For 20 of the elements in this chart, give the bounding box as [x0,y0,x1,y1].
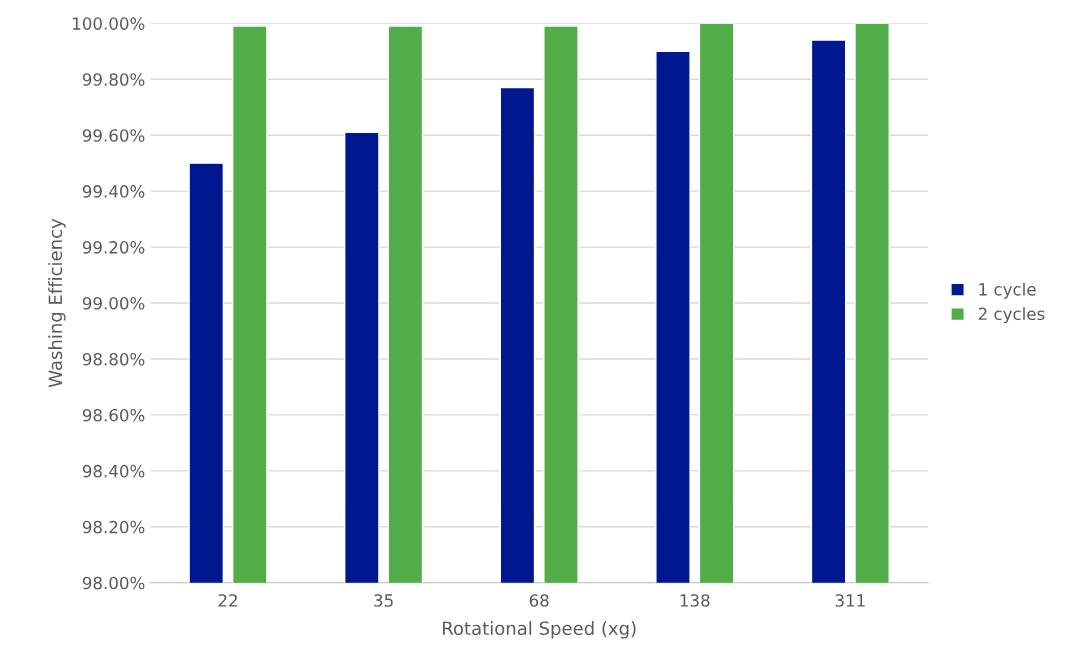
x-tick-label: 68 [529,594,549,607]
x-tick-label: 22 [218,594,237,607]
y-tick-label: 100.00% [73,17,145,30]
y-tick-label: 98.00% [82,576,145,590]
y-tick-label: 98.80% [82,352,145,366]
y-tick-label: 99.40% [82,185,145,198]
y-axis-title: Washing Efficiency [48,218,66,388]
y-tick-label: 98.60% [82,408,145,422]
x-tick-label: 35 [374,594,393,607]
x-axis-title: Rotational Speed (xg) [443,621,636,639]
y-tick-label: 99.00% [82,296,145,310]
x-tick-label: 138 [680,594,710,607]
y-tick-label: 98.20% [82,520,145,534]
y-tick-label: 98.40% [82,464,145,478]
legend-label: 1 cycle [979,282,1036,299]
y-tick-label: 99.60% [82,129,145,142]
legend-label: 2 cycles [978,307,1045,324]
y-tick-label: 99.20% [82,241,145,254]
y-tick-label: 99.80% [82,73,145,86]
x-tick-label: 311 [835,594,865,607]
